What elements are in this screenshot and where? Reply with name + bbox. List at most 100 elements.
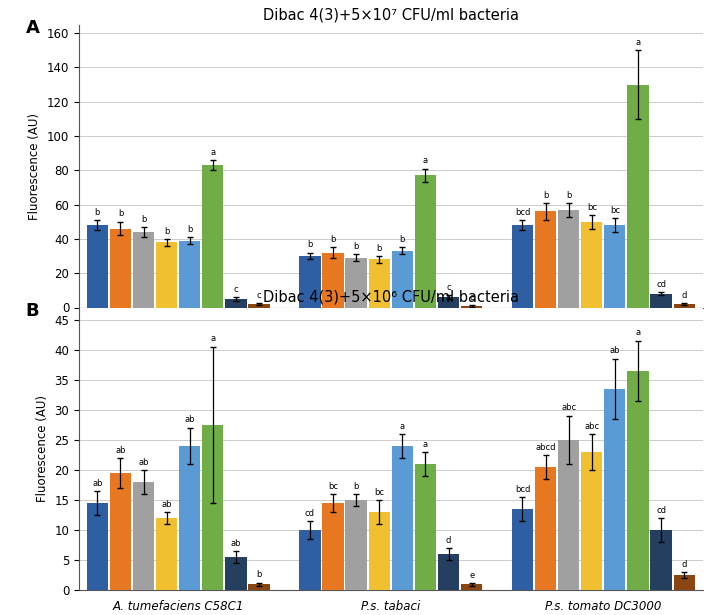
Text: c: c <box>257 291 262 300</box>
Text: c: c <box>446 283 451 292</box>
Bar <box>391 251 413 308</box>
Text: abc: abc <box>561 403 576 413</box>
Bar <box>323 503 343 590</box>
Bar <box>156 242 177 308</box>
Bar <box>581 452 602 590</box>
Title: Dibac 4(3)+5×10⁶ CFU/ml bacteria: Dibac 4(3)+5×10⁶ CFU/ml bacteria <box>262 290 519 305</box>
Text: bcd: bcd <box>515 208 530 216</box>
Bar <box>438 554 459 590</box>
Text: b: b <box>118 209 123 218</box>
Bar <box>87 225 108 308</box>
Text: a: a <box>400 421 405 430</box>
Title: Dibac 4(3)+5×10⁷ CFU/ml bacteria: Dibac 4(3)+5×10⁷ CFU/ml bacteria <box>262 7 519 22</box>
Text: cd: cd <box>656 280 666 288</box>
Bar <box>202 165 224 308</box>
Bar <box>673 576 695 590</box>
Text: a: a <box>423 156 428 165</box>
Text: b: b <box>141 215 146 223</box>
Bar <box>133 482 154 590</box>
Text: ab: ab <box>231 539 241 548</box>
Text: abc: abc <box>584 421 599 430</box>
Text: ab: ab <box>92 478 103 488</box>
Bar <box>249 584 270 590</box>
Bar <box>299 530 320 590</box>
Text: b: b <box>399 235 405 244</box>
Bar <box>627 85 649 308</box>
Text: b: b <box>164 226 169 236</box>
Text: b: b <box>353 482 358 491</box>
Text: ab: ab <box>184 416 195 424</box>
Bar <box>391 446 413 590</box>
Text: cd: cd <box>656 506 666 515</box>
Bar <box>87 503 108 590</box>
Bar <box>604 389 625 590</box>
Text: bc: bc <box>610 206 620 215</box>
Text: ab: ab <box>161 500 172 509</box>
Bar <box>225 299 247 308</box>
Bar <box>346 258 366 308</box>
Bar <box>249 304 270 308</box>
Bar <box>581 222 602 308</box>
Bar <box>133 232 154 308</box>
Bar <box>299 256 320 308</box>
Text: bc: bc <box>587 202 597 212</box>
Text: bc: bc <box>328 482 338 491</box>
Text: bcd: bcd <box>515 485 530 494</box>
Text: b: b <box>566 191 571 199</box>
Text: ab: ab <box>609 346 620 355</box>
Text: d: d <box>681 291 687 300</box>
Bar <box>535 467 556 590</box>
Bar <box>225 557 247 590</box>
Text: c: c <box>470 293 474 301</box>
Text: a: a <box>423 440 428 448</box>
Bar <box>438 297 459 308</box>
Bar <box>323 253 343 308</box>
Text: abcd: abcd <box>536 443 556 451</box>
Bar <box>673 304 695 308</box>
Bar <box>369 512 390 590</box>
Text: d: d <box>681 560 687 569</box>
Bar <box>415 464 436 590</box>
Bar <box>461 306 483 308</box>
Text: b: b <box>331 235 336 244</box>
Bar <box>512 509 533 590</box>
Bar <box>156 518 177 590</box>
Bar <box>558 440 579 590</box>
Text: b: b <box>307 240 313 249</box>
Bar <box>369 260 390 308</box>
Text: b: b <box>257 570 262 579</box>
Bar <box>346 500 366 590</box>
Text: b: b <box>95 208 100 216</box>
Bar <box>535 212 556 308</box>
Text: B: B <box>26 302 39 320</box>
Y-axis label: Fluorescence (AU): Fluorescence (AU) <box>36 395 49 502</box>
Text: a: a <box>635 328 640 337</box>
Text: d: d <box>446 536 451 545</box>
Bar <box>512 225 533 308</box>
Text: A: A <box>26 19 39 37</box>
Bar <box>179 240 200 308</box>
Text: ab: ab <box>138 458 149 467</box>
Bar <box>415 175 436 308</box>
Bar <box>558 210 579 308</box>
Text: b: b <box>543 191 549 199</box>
Bar <box>627 371 649 590</box>
Y-axis label: Fluorescence (AU): Fluorescence (AU) <box>28 113 41 220</box>
Text: a: a <box>210 148 215 157</box>
Bar <box>179 446 200 590</box>
Bar <box>461 584 483 590</box>
Bar <box>110 473 131 590</box>
Bar <box>650 530 672 590</box>
Text: a: a <box>635 38 640 47</box>
Text: a: a <box>210 334 215 343</box>
Legend: Cont, AS, H₂O₂, H₂O₂+POX, AS+H₂O₂+POX, HK, No Dye, Blank: Cont, AS, H₂O₂, H₂O₂+POX, AS+H₂O₂+POX, H… <box>169 363 612 382</box>
Text: e: e <box>469 571 474 580</box>
Bar <box>650 294 672 308</box>
Bar <box>604 225 625 308</box>
Text: b: b <box>376 244 382 253</box>
Text: b: b <box>187 225 192 234</box>
Bar <box>202 425 224 590</box>
Text: cd: cd <box>305 509 315 518</box>
Bar <box>110 229 131 308</box>
Text: bc: bc <box>374 488 384 497</box>
